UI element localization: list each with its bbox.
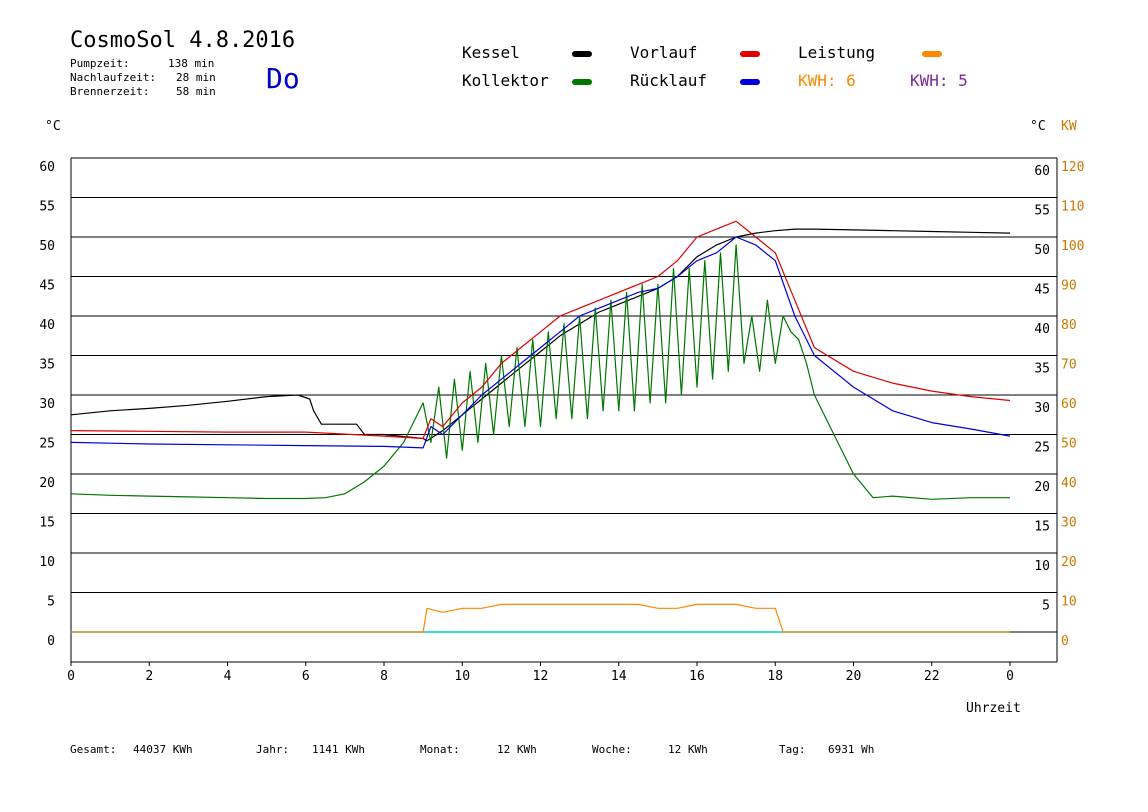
stat-pumpzeit-label: Pumpzeit:: [70, 57, 130, 70]
legend-vorlauf-label: Vorlauf: [630, 43, 698, 62]
legend-kessel-label: Kessel: [462, 43, 520, 62]
y2-tick-label-110: 110: [1061, 200, 1084, 215]
series-line-leistung: [71, 603, 1010, 633]
stat-nachlaufzeit-label: Nachlaufzeit:: [70, 71, 157, 84]
legend-kwh-1: KWH: 6: [798, 71, 856, 90]
x-tick-label-8: 16: [689, 669, 705, 684]
y-tick-label-15: 15: [39, 516, 55, 531]
y-right-tick-label-45: 45: [1034, 283, 1050, 298]
x-tick-label-5: 10: [454, 669, 470, 684]
x-tick-label-11: 22: [924, 669, 940, 684]
x-tick-label-2: 4: [224, 669, 232, 684]
y-tick-label-25: 25: [39, 437, 55, 452]
y-right-tick-label-20: 20: [1034, 480, 1050, 495]
y2-tick-label-120: 120: [1061, 160, 1084, 175]
right-axis-unit-c: °C: [1030, 119, 1046, 134]
y-right-tick-label-15: 15: [1034, 520, 1050, 535]
y-tick-label-35: 35: [39, 358, 55, 373]
y-right-tick-label-35: 35: [1034, 362, 1050, 377]
footer-monat-value: 12 KWh: [497, 743, 537, 756]
y2-tick-label-60: 60: [1061, 397, 1077, 412]
x-tick-label-4: 8: [380, 669, 388, 684]
series-line-kessel: [70, 228, 1011, 442]
footer-woche-value: 12 KWh: [668, 743, 708, 756]
x-tick-label-6: 12: [533, 669, 549, 684]
x-tick-label-12: 0: [1006, 669, 1014, 684]
y2-tick-label-90: 90: [1061, 279, 1077, 294]
y-tick-label-60: 60: [39, 160, 55, 175]
legend-ruecklauf-swatch: [740, 79, 760, 85]
x-tick-label-9: 18: [767, 669, 783, 684]
y-right-tick-label-55: 55: [1034, 204, 1050, 219]
series-line-ruecklauf: [70, 236, 1011, 449]
legend-leistung-label: Leistung: [798, 43, 876, 62]
legend-kollektor-swatch: [572, 79, 592, 85]
legend-kollektor-label: Kollektor: [462, 71, 549, 90]
y2-tick-label-40: 40: [1061, 476, 1077, 491]
page-title: CosmoSol 4.8.2016: [70, 28, 296, 53]
legend-kessel-swatch: [572, 51, 592, 57]
y-tick-label-5: 5: [47, 595, 55, 610]
y2-tick-label-0: 0: [1061, 634, 1069, 649]
day-label: Do: [266, 62, 300, 95]
y-tick-label-50: 50: [39, 239, 55, 254]
x-axis-label: Uhrzeit: [966, 701, 1021, 716]
y2-tick-label-80: 80: [1061, 318, 1077, 333]
y2-tick-label-10: 10: [1061, 595, 1077, 610]
y-right-tick-label-40: 40: [1034, 322, 1050, 337]
x-tick-label-7: 14: [611, 669, 627, 684]
left-axis-unit: °C: [45, 119, 61, 134]
footer-woche-label: Woche:: [592, 743, 632, 756]
y2-tick-label-20: 20: [1061, 555, 1077, 570]
stat-brennerzeit-value: 58 min: [176, 85, 216, 98]
y-tick-label-30: 30: [39, 397, 55, 412]
y-tick-label-40: 40: [39, 318, 55, 333]
y2-tick-label-70: 70: [1061, 358, 1077, 373]
series-line-vorlauf: [70, 220, 1011, 440]
y-tick-label-45: 45: [39, 279, 55, 294]
right-axis-unit-kw: KW: [1061, 119, 1077, 134]
y-right-tick-label-5: 5: [1042, 599, 1050, 614]
footer-monat-label: Monat:: [420, 743, 460, 756]
y-right-tick-label-60: 60: [1034, 164, 1050, 179]
footer-jahr-value: 1141 KWh: [312, 743, 365, 756]
series-line-kollektor: [70, 244, 1010, 500]
x-tick-label-1: 2: [145, 669, 153, 684]
footer-jahr-label: Jahr:: [256, 743, 290, 756]
stat-pumpzeit-value: 138 min: [168, 57, 215, 70]
y-tick-label-20: 20: [39, 476, 55, 491]
y2-tick-label-100: 100: [1061, 239, 1084, 254]
x-tick-label-10: 20: [846, 669, 862, 684]
y2-tick-label-30: 30: [1061, 516, 1077, 531]
y2-tick-label-50: 50: [1061, 437, 1077, 452]
y-right-tick-label-10: 10: [1034, 559, 1050, 574]
legend-kwh-2: KWH: 5: [910, 71, 968, 90]
legend-vorlauf-swatch: [740, 51, 760, 57]
legend-ruecklauf-label: Rücklauf: [630, 71, 708, 90]
stat-nachlaufzeit-value: 28 min: [176, 71, 216, 84]
y-right-tick-label-25: 25: [1034, 441, 1050, 456]
footer-gesamt-label: Gesamt:: [70, 743, 117, 756]
x-tick-label-3: 6: [302, 669, 310, 684]
y-right-tick-label-30: 30: [1034, 401, 1050, 416]
stat-brennerzeit-label: Brennerzeit:: [70, 85, 150, 98]
y-tick-label-10: 10: [39, 555, 55, 570]
footer-gesamt-value: 44037 KWh: [133, 743, 193, 756]
x-tick-label-0: 0: [67, 669, 75, 684]
y-right-tick-label-50: 50: [1034, 243, 1050, 258]
footer-tag-label: Tag:: [779, 743, 806, 756]
footer-tag-value: 6931 Wh: [828, 743, 875, 756]
y-tick-label-55: 55: [39, 200, 55, 215]
y-tick-label-0: 0: [47, 634, 55, 649]
legend-leistung-swatch: [922, 51, 942, 57]
